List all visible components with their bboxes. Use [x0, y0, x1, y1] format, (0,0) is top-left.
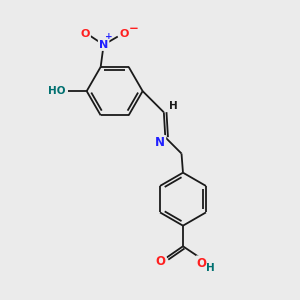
- Text: HO: HO: [49, 86, 66, 96]
- Text: O: O: [119, 29, 129, 39]
- Text: H: H: [206, 263, 215, 273]
- Text: H: H: [169, 101, 178, 111]
- Text: O: O: [197, 256, 207, 270]
- Text: O: O: [80, 28, 90, 39]
- Text: N: N: [155, 136, 165, 149]
- Text: −: −: [129, 22, 139, 35]
- Text: N: N: [99, 40, 108, 50]
- Text: +: +: [105, 32, 112, 41]
- Text: O: O: [155, 254, 165, 268]
